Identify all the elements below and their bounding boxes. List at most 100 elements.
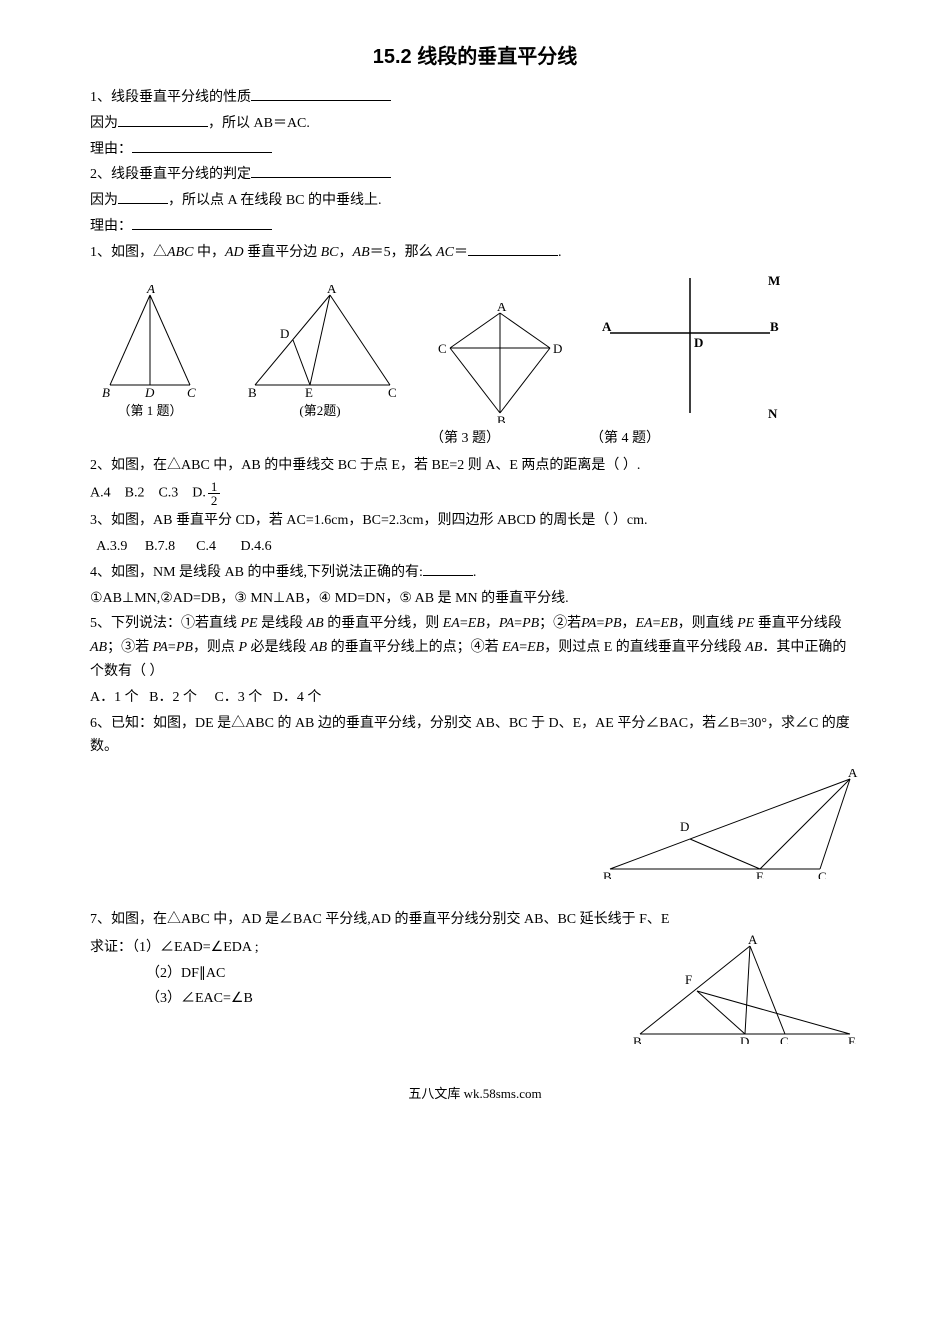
label-N: N bbox=[768, 406, 778, 421]
blank bbox=[468, 241, 558, 256]
label-D: D bbox=[280, 326, 289, 341]
label-D: D bbox=[144, 385, 155, 400]
blank bbox=[423, 561, 473, 576]
t: 是线段 bbox=[258, 616, 307, 631]
t: 必是线段 bbox=[247, 640, 310, 655]
t: 垂直平分边 bbox=[244, 245, 321, 260]
t: 垂直平分线段 bbox=[754, 616, 842, 631]
question-3-options: A.3.9 B.7.8 C.4 D.4.6 bbox=[90, 535, 860, 559]
q7-2: （2）DF∥AC bbox=[90, 962, 610, 986]
t: ，则点 bbox=[193, 640, 239, 655]
text: 2、线段垂直平分线的判定 bbox=[90, 167, 251, 182]
blank bbox=[132, 215, 272, 230]
t: EB bbox=[661, 616, 678, 631]
figure-2-svg: A B E C D bbox=[240, 285, 400, 400]
question-3: 3、如图，AB 垂直平分 CD，若 AC=1.6cm，BC=2.3cm，则四边形… bbox=[90, 509, 860, 533]
t: EA bbox=[502, 640, 519, 655]
label-D: D bbox=[553, 341, 562, 356]
q7-row: 求证：（1）∠EAD=∠EDA ; （2）DF∥AC （3）∠EAC=∠B A … bbox=[90, 934, 860, 1053]
t: BC bbox=[321, 245, 339, 260]
t: AB bbox=[353, 245, 370, 260]
figure-2-caption: (第2题) bbox=[299, 400, 340, 422]
label-B: B bbox=[248, 385, 257, 400]
t: EB bbox=[468, 616, 485, 631]
label-B: B bbox=[633, 1034, 642, 1044]
question-7: 7、如图，在△ABC 中，AD 是∠BAC 平分线,AD 的垂直平分线分别交 A… bbox=[90, 908, 860, 932]
blank bbox=[251, 163, 391, 178]
question-6: 6、已知：如图，DE 是△ABC 的 AB 边的垂直平分线，分别交 AB、BC … bbox=[90, 712, 860, 760]
q7-text-col: 求证：（1）∠EAD=∠EDA ; （2）DF∥AC （3）∠EAC=∠B bbox=[90, 934, 610, 1013]
t: AB bbox=[310, 640, 327, 655]
label-E: E bbox=[305, 385, 313, 400]
t: = bbox=[460, 616, 468, 631]
text: ，所以 AB＝AC. bbox=[208, 116, 310, 131]
t: = bbox=[514, 616, 522, 631]
page-footer: 五八文库 wk.58sms.com bbox=[90, 1083, 860, 1105]
t: ＝ bbox=[454, 245, 468, 260]
text: 理由： bbox=[90, 142, 132, 157]
question-2-options: A.4 B.2 C.3 D.12 bbox=[90, 480, 860, 507]
t: AD bbox=[225, 245, 244, 260]
captions-row-2: （第 3 题） （第 4 题） bbox=[90, 427, 860, 451]
figure-3: A C D B bbox=[430, 303, 570, 423]
label-F: F bbox=[685, 972, 692, 987]
figure-7-svg: A B C D E F bbox=[630, 934, 860, 1044]
label-D: D bbox=[694, 335, 703, 350]
t: = bbox=[168, 640, 176, 655]
label-B: B bbox=[770, 319, 779, 334]
t: PA bbox=[499, 616, 514, 631]
label-C: C bbox=[818, 869, 827, 879]
t: ABC bbox=[167, 245, 193, 260]
figure-6-svg: A B C D E bbox=[600, 769, 860, 879]
t: AB bbox=[745, 640, 762, 655]
prop-line-1: 1、线段垂直平分线的性质 bbox=[90, 86, 860, 110]
text: 因为 bbox=[90, 116, 118, 131]
question-2: 2、如图，在△ABC 中，AB 的中垂线交 BC 于点 E，若 BE=2 则 A… bbox=[90, 454, 860, 478]
text: 1、线段垂直平分线的性质 bbox=[90, 90, 251, 105]
t: PB bbox=[522, 616, 539, 631]
label-A: A bbox=[497, 303, 507, 314]
question-4-list: ①AB⊥MN,②AD=DB，③ MN⊥AB，④ MD=DN，⑤ AB 是 MN … bbox=[90, 587, 860, 611]
t: PA bbox=[153, 640, 168, 655]
blank bbox=[251, 86, 391, 101]
label-A: A bbox=[327, 285, 337, 296]
t: 5、下列说法：①若直线 bbox=[90, 616, 241, 631]
t: PA bbox=[581, 616, 596, 631]
t: 1、如图，△ bbox=[90, 245, 167, 260]
figure-4: M N A B D bbox=[600, 273, 780, 423]
t: . bbox=[473, 565, 477, 580]
label-B: B bbox=[603, 869, 612, 879]
t: AC bbox=[436, 245, 454, 260]
label-E: E bbox=[756, 869, 764, 879]
figure-1-caption: （第 1 题） bbox=[117, 400, 182, 422]
question-5-options: A．1 个 B．2 个 C．3 个 D．4 个 bbox=[90, 686, 860, 710]
t: 中， bbox=[193, 245, 225, 260]
t: EB bbox=[527, 640, 544, 655]
label-D: D bbox=[680, 819, 689, 834]
prop-line-3: 理由： bbox=[90, 138, 860, 162]
t: P bbox=[238, 640, 247, 655]
question-5: 5、下列说法：①若直线 PE 是线段 AB 的垂直平分线，则 EA=EB，PA=… bbox=[90, 612, 860, 683]
t: ， bbox=[485, 616, 499, 631]
label-M: M bbox=[768, 273, 780, 288]
t: . bbox=[558, 245, 562, 260]
label-B: B bbox=[102, 385, 110, 400]
caption-3: （第 3 题） bbox=[430, 427, 560, 451]
label-D: D bbox=[740, 1034, 749, 1044]
t: 的垂直平分线上的点；④若 bbox=[327, 640, 502, 655]
figure-6-wrap: A B C D E bbox=[90, 769, 860, 888]
label-C: C bbox=[438, 341, 447, 356]
t: ；③若 bbox=[107, 640, 153, 655]
prop-line-4: 2、线段垂直平分线的判定 bbox=[90, 163, 860, 187]
prop-line-5: 因为，所以点 A 在线段 BC 的中垂线上. bbox=[90, 189, 860, 213]
numerator: 1 bbox=[208, 480, 221, 494]
prop-line-6: 理由： bbox=[90, 215, 860, 239]
opts: A.4 B.2 C.3 D. bbox=[90, 486, 206, 501]
text: 因为 bbox=[90, 193, 118, 208]
prop-line-2: 因为 ，所以 AB＝AC. bbox=[90, 112, 860, 136]
figure-4-svg: M N A B D bbox=[600, 273, 780, 423]
figure-1: A B D C （第 1 题） bbox=[90, 285, 210, 422]
blank bbox=[118, 189, 168, 204]
q7-3: （3）∠EAC=∠B bbox=[90, 987, 610, 1011]
denominator: 2 bbox=[208, 494, 221, 507]
